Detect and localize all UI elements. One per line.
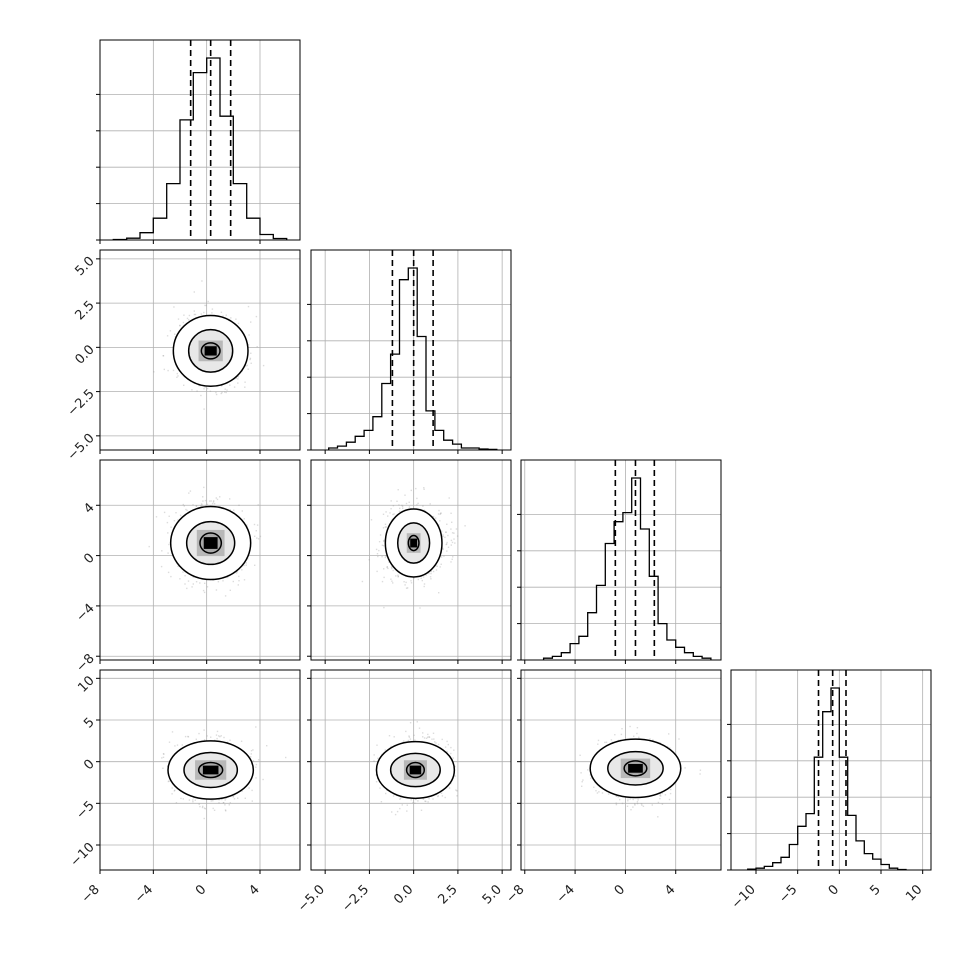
density-panel-3-4 bbox=[520, 669, 722, 871]
density-panel-1-4 bbox=[99, 669, 301, 871]
x-tick-label: 2.5 bbox=[435, 882, 460, 907]
x-tick-label: −5.0 bbox=[295, 882, 328, 915]
x-tick-label: −8 bbox=[503, 882, 527, 906]
y-tick-label: 5.0 bbox=[72, 254, 97, 279]
x-tick-label: −2.5 bbox=[339, 882, 372, 915]
y-tick-label: 0 bbox=[81, 551, 97, 567]
y-tick-label: 2.5 bbox=[72, 298, 97, 323]
x-tick-label: −4 bbox=[132, 882, 156, 906]
contour-line bbox=[185, 520, 236, 566]
contour-line bbox=[167, 740, 255, 800]
x-tick-label: 10 bbox=[903, 882, 925, 904]
density-peak bbox=[202, 765, 219, 775]
density-peak bbox=[203, 537, 218, 549]
contour-line bbox=[389, 752, 441, 788]
panel-frame bbox=[99, 39, 301, 241]
panel-frame bbox=[520, 459, 722, 661]
histogram-panel-1 bbox=[96, 39, 301, 241]
y-tick-label: 0.0 bbox=[72, 342, 97, 367]
contour-line bbox=[199, 532, 223, 554]
y-tick-label: −2.5 bbox=[65, 387, 98, 420]
panel-frame bbox=[310, 669, 512, 871]
contour-line bbox=[623, 760, 648, 777]
panel-frame bbox=[520, 669, 722, 871]
x-tick-label: −5 bbox=[776, 882, 800, 906]
contour-line bbox=[405, 761, 426, 779]
density-peak bbox=[409, 765, 422, 775]
density-panel-1-2 bbox=[99, 249, 301, 451]
density-peak bbox=[204, 346, 217, 356]
y-tick-label: −10 bbox=[68, 840, 98, 870]
contour-line bbox=[169, 505, 252, 581]
y-tick-label: −8 bbox=[73, 651, 97, 675]
panel-frame bbox=[99, 459, 301, 661]
contour-line bbox=[396, 522, 431, 564]
contour-line bbox=[375, 740, 456, 800]
contour-line bbox=[197, 761, 224, 779]
density-peak bbox=[410, 538, 418, 548]
density-panel-2-4 bbox=[310, 669, 512, 871]
contour-line bbox=[384, 508, 443, 578]
contour-line bbox=[607, 750, 664, 786]
panel-frame bbox=[99, 249, 301, 451]
contour-line bbox=[407, 534, 420, 552]
x-tick-label: 0 bbox=[826, 882, 842, 898]
y-tick-label: −4 bbox=[73, 601, 97, 625]
y-tick-label: −5 bbox=[73, 798, 97, 822]
density-panel-1-3 bbox=[99, 459, 301, 661]
contour-line bbox=[589, 738, 682, 799]
histogram-panel-3 bbox=[517, 459, 722, 661]
panel-frame bbox=[99, 669, 301, 871]
histogram-steps bbox=[747, 687, 907, 871]
density-peak bbox=[628, 763, 643, 773]
histogram-steps bbox=[328, 267, 498, 451]
y-tick-label: 0 bbox=[81, 757, 97, 773]
panel-frame bbox=[310, 459, 512, 661]
density-panel-2-3 bbox=[310, 459, 512, 661]
contour-line bbox=[200, 342, 221, 360]
x-tick-label: −4 bbox=[554, 882, 578, 906]
histogram-panel-4 bbox=[727, 669, 932, 871]
histogram-panel-2 bbox=[307, 249, 512, 451]
contour-line bbox=[187, 328, 234, 373]
x-tick-label: 0 bbox=[193, 882, 209, 898]
x-tick-label: 0.0 bbox=[391, 882, 416, 907]
y-tick-label: 5 bbox=[81, 715, 97, 731]
y-tick-label: 4 bbox=[81, 500, 97, 516]
x-tick-label: 4 bbox=[246, 882, 262, 898]
x-tick-label: 4 bbox=[662, 882, 678, 898]
contour-line bbox=[183, 751, 239, 789]
x-tick-label: −8 bbox=[79, 882, 103, 906]
y-tick-label: 10 bbox=[75, 673, 97, 695]
x-tick-label: 0 bbox=[612, 882, 628, 898]
x-tick-label: 5 bbox=[867, 882, 883, 898]
y-tick-label: −5.0 bbox=[65, 431, 98, 464]
histogram-steps bbox=[112, 57, 288, 241]
x-tick-label: 5.0 bbox=[480, 882, 505, 907]
panel-frame bbox=[730, 669, 932, 871]
contour-line bbox=[172, 314, 249, 388]
panel-frame bbox=[310, 249, 512, 451]
histogram-steps bbox=[542, 477, 712, 660]
x-tick-label: −10 bbox=[729, 882, 759, 912]
